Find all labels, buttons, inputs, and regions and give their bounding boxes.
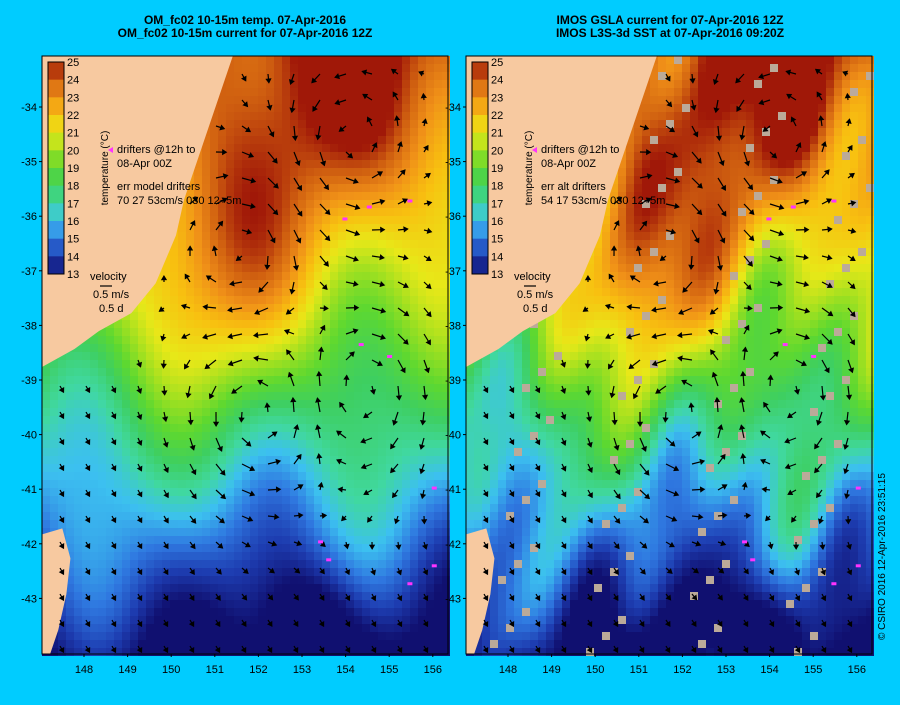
lon-tick-label: 154 xyxy=(336,664,354,676)
lon-tick-label: 150 xyxy=(586,664,604,676)
velocity-title: velocity xyxy=(90,271,127,283)
lon-tick-label: 154 xyxy=(760,664,778,676)
velocity-scale: 0.5 m/s xyxy=(517,289,554,301)
colorbar-tick: 25 xyxy=(67,57,79,69)
colorbar-label: temperature (°C) xyxy=(100,131,111,206)
lat-tick-label: -40 xyxy=(445,430,461,442)
error-values: 54 17 53cm/s 030 12+5m xyxy=(541,195,665,207)
colorbar-tick: 24 xyxy=(491,75,503,87)
lat-tick-label: -43 xyxy=(445,593,461,605)
lat-tick-label: -43 xyxy=(21,593,37,605)
colorbar-tick: 17 xyxy=(491,198,503,210)
lon-tick-label: 155 xyxy=(380,664,398,676)
colorbar-tick: 16 xyxy=(67,216,79,228)
drifters-date: 08-Apr 00Z xyxy=(117,158,172,170)
colorbar-tick: 16 xyxy=(491,216,503,228)
lat-tick-label: -40 xyxy=(21,430,37,442)
error-values: 70 27 53cm/s 030 12+5m xyxy=(117,195,241,207)
lon-tick-label: 156 xyxy=(848,664,866,676)
map-panel-observed: 25 24 23 22 21 20 19 18 17 16 15 14 13 temperature (°… xyxy=(466,56,874,656)
lon-tick-label: 148 xyxy=(75,664,93,676)
map-panel-model: 25 24 23 22 21 20 19 18 17 16 15 14 13 temperature (°… xyxy=(42,56,450,656)
lon-tick-label: 149 xyxy=(542,664,560,676)
lat-tick-label: -37 xyxy=(21,266,37,278)
colorbar-tick: 21 xyxy=(67,128,79,140)
lon-tick-label: 156 xyxy=(424,664,442,676)
colorbar-tick: 23 xyxy=(67,92,79,104)
lat-tick-label: -34 xyxy=(21,102,37,114)
lat-tick-label: -35 xyxy=(445,157,461,169)
colorbar-tick: 19 xyxy=(67,163,79,175)
colorbar-tick: 23 xyxy=(491,92,503,104)
colorbar-tick: 24 xyxy=(67,75,79,87)
colorbar-tick: 13 xyxy=(491,269,503,281)
lon-tick-label: 151 xyxy=(630,664,648,676)
velocity-scale: 0.5 m/s xyxy=(93,289,130,301)
colorbar-tick: 22 xyxy=(67,110,79,122)
colorbar-tick: 17 xyxy=(67,198,79,210)
drifters-label: drifters @12h to xyxy=(117,144,195,156)
panel-title-model: OM_fc02 10-15m temp. 07-Apr-2016 OM_fc02… xyxy=(35,14,455,40)
lat-tick-label: -39 xyxy=(21,375,37,387)
colorbar-label: temperature (°C) xyxy=(524,131,535,206)
colorbar-tick: 18 xyxy=(67,181,79,193)
lon-tick-label: 155 xyxy=(804,664,822,676)
lon-tick-label: 152 xyxy=(249,664,267,676)
colorbar-tick: 14 xyxy=(67,251,79,263)
lon-tick-label: 153 xyxy=(293,664,311,676)
lon-tick-label: 150 xyxy=(162,664,180,676)
lat-tick-label: -42 xyxy=(21,539,37,551)
lon-tick-label: 153 xyxy=(717,664,735,676)
error-label: err model drifters xyxy=(117,181,201,193)
lat-tick-label: -42 xyxy=(445,539,461,551)
lat-tick-label: -36 xyxy=(445,211,461,223)
lat-tick-label: -41 xyxy=(21,484,37,496)
lat-tick-label: -38 xyxy=(445,320,461,332)
lon-tick-label: 148 xyxy=(499,664,517,676)
colorbar-tick: 18 xyxy=(491,181,503,193)
lon-tick-label: 152 xyxy=(673,664,691,676)
colorbar-tick: 13 xyxy=(67,269,79,281)
drifters-date: 08-Apr 00Z xyxy=(541,158,596,170)
error-label: err alt drifters xyxy=(541,181,606,193)
lat-tick-label: -39 xyxy=(445,375,461,387)
colorbar-tick: 15 xyxy=(67,234,79,246)
colorbar-tick: 21 xyxy=(491,128,503,140)
lat-tick-label: -36 xyxy=(21,211,37,223)
velocity-title: velocity xyxy=(514,271,551,283)
title-line-2: OM_fc02 10-15m current for 07-Apr-2016 1… xyxy=(35,27,455,40)
velocity-duration: 0.5 d xyxy=(523,303,547,315)
lon-tick-label: 151 xyxy=(206,664,224,676)
lat-tick-label: -41 xyxy=(445,484,461,496)
drifters-label: drifters @12h to xyxy=(541,144,619,156)
lat-tick-label: -37 xyxy=(445,266,461,278)
lat-tick-label: -38 xyxy=(21,320,37,332)
colorbar-tick: 20 xyxy=(67,145,79,157)
colorbar-tick: 20 xyxy=(491,145,503,157)
colorbar-tick: 14 xyxy=(491,251,503,263)
velocity-duration: 0.5 d xyxy=(99,303,123,315)
colorbar-tick: 22 xyxy=(491,110,503,122)
title-line-2: IMOS L3S-3d SST at 07-Apr-2016 09:20Z xyxy=(460,27,880,40)
panel-title-observed: IMOS GSLA current for 07-Apr-2016 12Z IM… xyxy=(460,14,880,40)
copyright-timestamp: © CSIRO 2016 12-Apr-2016 23:51:15 xyxy=(877,473,888,640)
lat-tick-label: -35 xyxy=(21,157,37,169)
colorbar-tick: 19 xyxy=(491,163,503,175)
lon-tick-label: 149 xyxy=(118,664,136,676)
lat-tick-label: -34 xyxy=(445,102,461,114)
colorbar-tick: 15 xyxy=(491,234,503,246)
colorbar-tick: 25 xyxy=(491,57,503,69)
